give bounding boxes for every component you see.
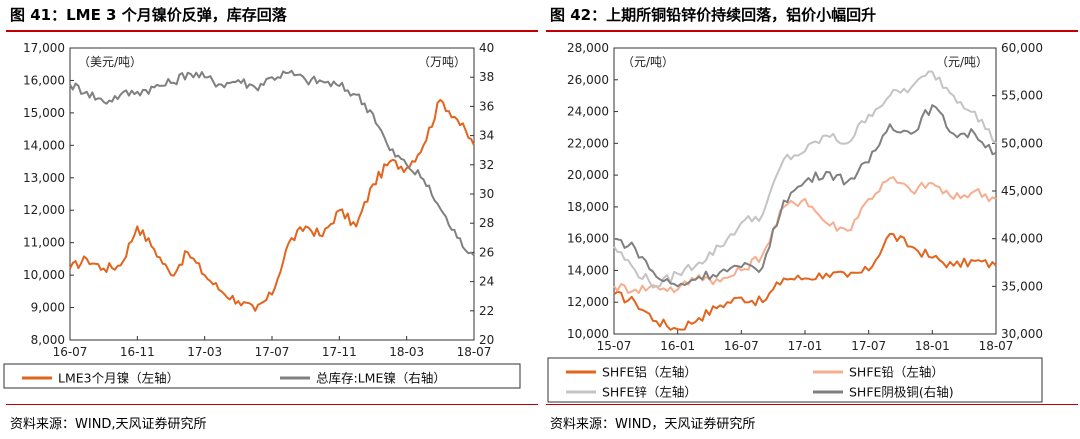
- x-tick-label: 17-03: [187, 345, 222, 359]
- y-left-tick-label: 17,000: [23, 41, 65, 55]
- y-left-tick-label: 13,000: [23, 171, 65, 185]
- x-tick-label: 16-07: [53, 345, 88, 359]
- y-right-tick-label: 24: [479, 275, 494, 289]
- x-tick-label: 18-07: [457, 345, 492, 359]
- x-tick-label: 15-07: [597, 339, 632, 353]
- figure-41-title: 图 41：LME 3 个月镍价反弹，库存回落: [10, 6, 287, 24]
- y-right-tick-label: 38: [479, 70, 494, 84]
- y-right-tick-label: 28: [479, 216, 494, 230]
- x-tick-label: 18-07: [979, 339, 1014, 353]
- y-left-tick-label: 8,000: [31, 333, 65, 347]
- legend-label-1: SHFE铝（左轴）: [602, 365, 697, 380]
- y-left-tick-label: 16,000: [23, 73, 65, 87]
- y-right-tick-label: 60,000: [1001, 41, 1043, 55]
- y-left-tick-label: 12,000: [567, 295, 609, 309]
- legend-box: [3, 363, 521, 389]
- legend-label-2: 总库存:LME镍（右轴）: [316, 371, 446, 386]
- y-left-tick-label: 12,000: [23, 203, 65, 217]
- title-rule: [6, 30, 538, 32]
- y-left-tick-label: 20,000: [567, 168, 609, 182]
- legend-label-2: SHFE铅（左轴）: [849, 365, 944, 380]
- title-rule: [546, 30, 1078, 32]
- series-line-1: [69, 98, 475, 312]
- y-left-tick-label: 18,000: [567, 200, 609, 214]
- y-right-tick-label: 20: [479, 333, 494, 347]
- y-left-tick-label: 26,000: [567, 73, 609, 87]
- y-right-tick-label: 36: [479, 99, 494, 113]
- y-right-tick-label: 32: [479, 158, 494, 172]
- y-right-tick-label: 30: [479, 187, 494, 201]
- x-tick-label: 17-07: [255, 345, 290, 359]
- legend-label-4: SHFE阴极铜(右轴): [849, 385, 954, 400]
- y-right-tick-label: 22: [479, 304, 494, 318]
- x-tick-label: 17-11: [322, 345, 357, 359]
- series-line-3: [613, 70, 997, 289]
- figure-41-source: 资料来源：WIND,天风证券研究所: [10, 417, 207, 432]
- y-right-tick-label: 26: [479, 245, 494, 259]
- series-line-2: [69, 69, 475, 257]
- figure-42-title: 图 42：上期所铜铅锌价持续回落，铝价小幅回升: [550, 6, 877, 24]
- y-right-unit: （万吨）: [418, 55, 466, 69]
- x-tick-label: 16-07: [724, 339, 759, 353]
- y-left-tick-label: 9,000: [31, 301, 65, 315]
- series-line-1: [613, 232, 997, 331]
- y-right-tick-label: 35,000: [1001, 279, 1043, 293]
- x-tick-label: 16-01: [660, 339, 695, 353]
- chart-41: 8,000 9,000 10,000 11,000 12,000 13,000 14,000…: [3, 41, 521, 389]
- y-left-unit: （美元/吨）: [78, 55, 142, 69]
- figure-42-source: 资料来源：WIND，天风证券研究所: [550, 417, 756, 432]
- y-left-tick-label: 15,000: [23, 106, 65, 120]
- source-rule: [6, 404, 538, 405]
- x-tick-label: 17-01: [788, 339, 823, 353]
- y-right-tick-label: 55,000: [1001, 89, 1043, 103]
- y-left-unit: （元/吨）: [622, 55, 674, 69]
- y-right-tick-label: 34: [479, 129, 494, 143]
- legend-label-1: LME3个月镍（左轴）: [58, 371, 179, 386]
- legend-box: [547, 357, 1043, 403]
- y-left-tick-label: 22,000: [567, 136, 609, 150]
- chart-42: 10,000 12,000 14,000 16,000 18,000 20,000 22,0…: [547, 41, 1043, 403]
- legend-label-3: SHFE锌（左轴）: [602, 385, 697, 400]
- series-line-4: [613, 104, 997, 288]
- y-right-tick-label: 45,000: [1001, 184, 1043, 198]
- y-right-tick-label: 50,000: [1001, 136, 1043, 150]
- y-right-tick-label: 30,000: [1001, 327, 1043, 341]
- y-left-tick-label: 28,000: [567, 41, 609, 55]
- x-tick-label: 17-07: [851, 339, 886, 353]
- plot-frame: [613, 47, 997, 335]
- figure-41: 图 41：LME 3 个月镍价反弹，库存回落 8,000 9,000 10,000 1…: [3, 0, 538, 439]
- y-left-tick-label: 10,000: [23, 268, 65, 282]
- y-right-unit: （元/吨）: [936, 55, 988, 69]
- y-left-tick-label: 24,000: [567, 105, 609, 119]
- source-rule: [546, 404, 1078, 405]
- y-left-tick-label: 11,000: [23, 236, 65, 250]
- figure-42: 图 42：上期所铜铅锌价持续回落，铝价小幅回升 10,000 12,000 14,0…: [546, 0, 1078, 439]
- y-left-tick-label: 10,000: [567, 327, 609, 341]
- y-right-tick-label: 40: [479, 41, 494, 55]
- y-left-tick-label: 14,000: [567, 263, 609, 277]
- x-tick-label: 16-11: [120, 345, 155, 359]
- y-left-tick-label: 14,000: [23, 138, 65, 152]
- x-tick-label: 18-03: [389, 345, 424, 359]
- y-left-tick-label: 16,000: [567, 232, 609, 246]
- y-right-tick-label: 40,000: [1001, 232, 1043, 246]
- x-tick-label: 18-01: [915, 339, 950, 353]
- series-line-2: [613, 176, 997, 294]
